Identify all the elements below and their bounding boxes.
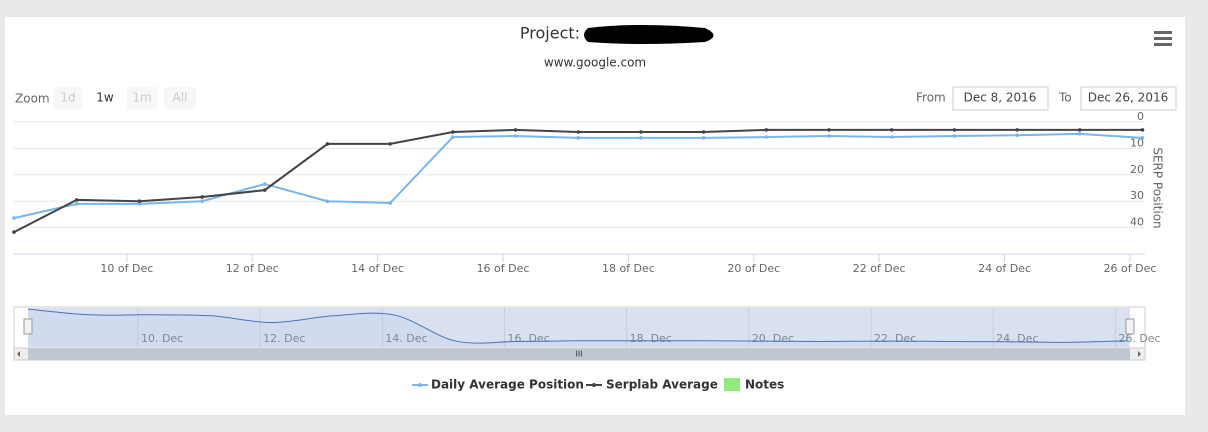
scroll-right-arrow[interactable]: [1138, 351, 1141, 357]
navigator-tick-label: 12. Dec: [263, 332, 305, 345]
data-point: [889, 135, 894, 139]
menu-bar: [1154, 37, 1172, 40]
x-tick-label: 10 of Dec: [100, 262, 153, 275]
menu-button[interactable]: [1154, 31, 1172, 46]
x-tick-label: 16 of Dec: [477, 262, 530, 275]
zoom-button[interactable]: [127, 87, 157, 109]
data-point: [701, 130, 706, 134]
legend-label[interactable]: Notes: [745, 378, 784, 392]
y-tick-label: 20: [1130, 163, 1144, 176]
navigator-selection: [28, 308, 1130, 347]
data-point: [1077, 132, 1082, 136]
data-point: [639, 136, 643, 140]
x-tick-label: 20 of Dec: [727, 262, 780, 275]
data-point: [388, 142, 392, 146]
chart-title: Project:: [520, 24, 580, 43]
to-input[interactable]: [1080, 86, 1177, 111]
x-tick-label: 26 of Dec: [1104, 262, 1157, 275]
y-tick-label: 0: [1137, 110, 1144, 123]
chart-subtitle: www.google.com: [544, 56, 646, 70]
to-value: Dec 26, 2016: [1088, 91, 1168, 105]
data-point: [1140, 128, 1145, 132]
data-point: [200, 195, 204, 199]
y-tick-label: 30: [1130, 189, 1144, 202]
to-label: To: [1058, 91, 1072, 105]
data-point: [388, 201, 392, 205]
legend-swatch: [724, 378, 740, 391]
y-tick-label: 10: [1130, 136, 1144, 149]
data-point: [262, 188, 267, 192]
navigator-tick-label: 18. Dec: [630, 332, 672, 345]
data-point: [262, 182, 267, 186]
data-point: [74, 198, 79, 202]
data-point: [513, 134, 518, 138]
zoom-button-label: 1d: [60, 91, 75, 105]
data-point: [639, 130, 643, 134]
data-point: [764, 128, 769, 132]
navigator-tick-label: 14. Dec: [385, 332, 427, 345]
y-tick-label: 40: [1130, 216, 1144, 229]
zoom-button-label: All: [173, 91, 188, 105]
data-point: [200, 199, 204, 203]
data-point: [764, 135, 769, 139]
data-point: [1015, 128, 1019, 132]
data-point: [952, 134, 957, 138]
data-point: [1015, 133, 1019, 137]
menu-bar: [1154, 43, 1172, 46]
data-point: [451, 130, 455, 134]
x-tick-label: 24 of Dec: [978, 262, 1031, 275]
data-point: [451, 135, 455, 139]
x-tick-label: 14 of Dec: [351, 262, 404, 275]
scrollbar-thumb[interactable]: [28, 348, 1130, 360]
from-value: Dec 8, 2016: [964, 91, 1037, 105]
data-point: [1140, 136, 1145, 140]
data-point: [889, 128, 894, 132]
scroll-left-arrow[interactable]: [17, 351, 20, 357]
zoom-button-label: 1m: [132, 91, 151, 105]
data-point: [827, 128, 831, 132]
data-point: [827, 134, 831, 138]
zoom-button[interactable]: [164, 87, 196, 109]
legend-label[interactable]: Serplab Average: [606, 378, 718, 392]
data-point: [325, 199, 330, 203]
zoom-label: Zoom: [15, 92, 50, 106]
navigator-handle[interactable]: [1125, 318, 1135, 335]
menu-bar: [1154, 31, 1172, 34]
legend-marker: [592, 383, 596, 387]
data-point: [1077, 128, 1082, 132]
navigator-tick-label: 26. Dec: [1118, 332, 1160, 345]
y-axis-title: SERP Position: [1151, 147, 1165, 228]
legend-label[interactable]: Daily Average Position: [431, 378, 584, 392]
data-point: [12, 216, 16, 220]
navigator-line: [27, 308, 1128, 344]
navigator-tick-label: 10. Dec: [141, 332, 183, 345]
x-tick-label: 22 of Dec: [853, 262, 906, 275]
data-point: [576, 130, 581, 134]
legend-marker: [418, 383, 422, 387]
zoom-button[interactable]: [53, 87, 83, 109]
zoom-button-label: 1w: [96, 91, 114, 105]
redaction: [584, 25, 714, 44]
data-point: [325, 142, 330, 146]
navigator-area: [28, 309, 1128, 347]
data-point: [576, 136, 581, 140]
x-tick-label: 18 of Dec: [602, 262, 655, 275]
zoom-button[interactable]: [90, 87, 120, 109]
data-point: [137, 199, 142, 203]
data-point: [74, 202, 79, 206]
data-point: [137, 202, 142, 206]
from-label: From: [916, 91, 946, 105]
data-point: [12, 230, 16, 234]
data-point: [513, 128, 518, 132]
x-tick-label: 12 of Dec: [226, 262, 279, 275]
from-input[interactable]: [952, 86, 1049, 111]
navigator-handle[interactable]: [23, 318, 33, 335]
data-point: [701, 136, 706, 140]
scrollbar-grip: III: [575, 350, 582, 359]
data-point: [952, 128, 957, 132]
navigator-tick-label: 22. Dec: [874, 332, 916, 345]
